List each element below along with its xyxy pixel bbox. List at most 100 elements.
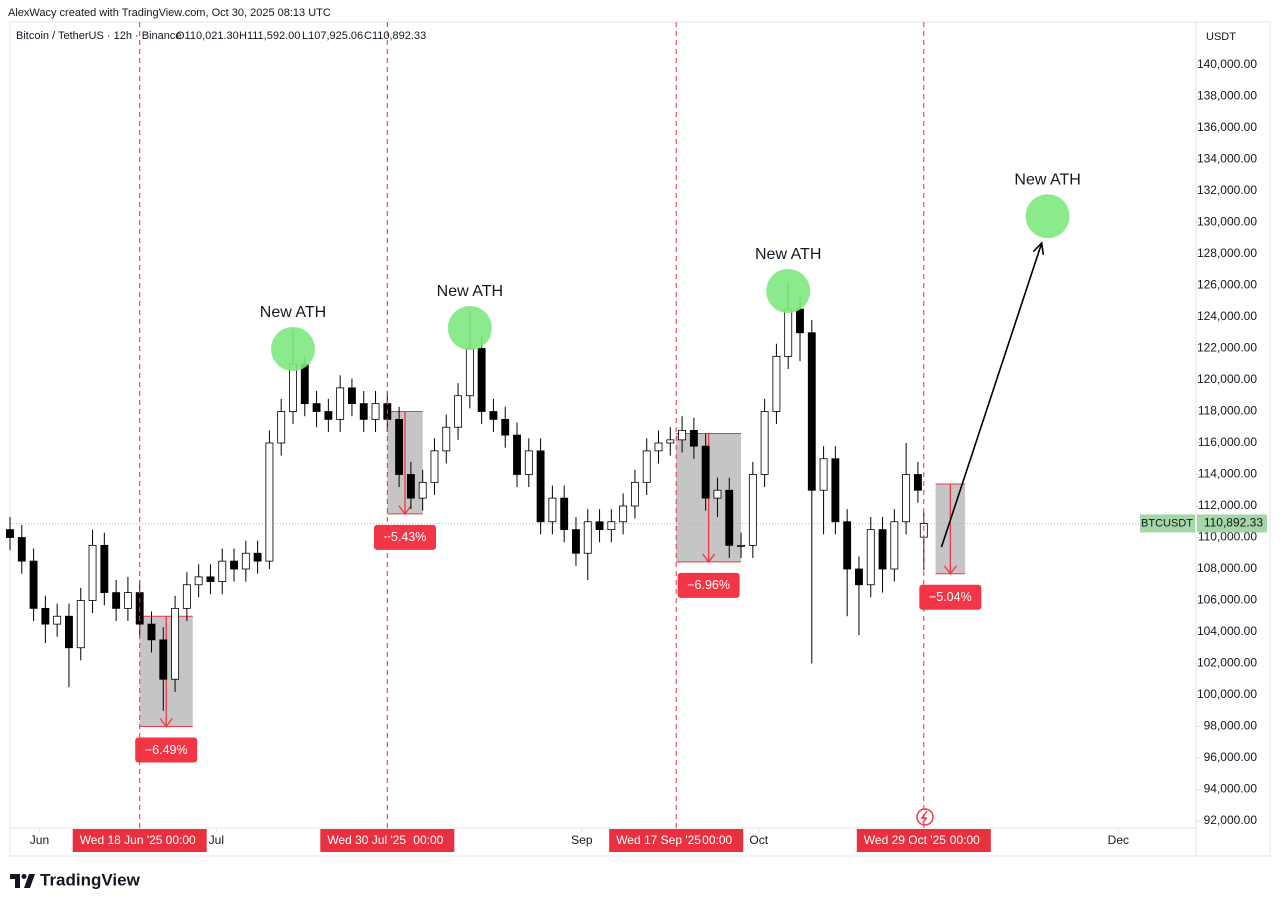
candle-body [843,521,852,570]
candle-body [784,308,793,357]
date-label: Wed 30 Jul '25 [327,833,406,847]
y-tick-label: 110,000.00 [1198,530,1257,544]
drop-label: −5.43% [384,530,427,544]
candle-body [147,623,156,641]
candle-body [159,639,168,680]
candle-body [430,450,439,483]
candle-body [819,458,828,491]
drop-arrowhead [702,553,716,563]
candle-body [6,529,14,538]
candle-body [324,411,333,420]
price-box [1197,514,1267,533]
candle-body [642,450,651,483]
candle-body [171,607,180,680]
candle-body [572,529,580,554]
date-time: 00:00 [166,833,196,847]
candle-body [607,521,616,531]
y-tick-label: 120,000.00 [1197,372,1257,386]
ath-label: New ATH [260,304,326,321]
candle-body [289,363,297,412]
currency: USDT [1206,31,1236,43]
y-tick-label: 98,000.00 [1204,719,1258,733]
candle-body [182,584,191,609]
symbol-box [1140,514,1195,533]
candle-body [277,411,286,444]
candle-body [902,474,911,523]
ohlc: O110,021.30 [176,30,239,42]
candle-body [807,332,816,491]
candle-body [29,560,38,609]
ath-label: New ATH [437,283,503,300]
y-tick-label: 106,000.00 [1197,593,1257,607]
ohlc: H111,592.00 [239,30,300,42]
drop-label-box [374,524,436,550]
candle-body [831,458,840,523]
y-tick-label: 128,000.00 [1197,246,1257,260]
candle-body [371,403,380,420]
ohlc: C110,892.33 [364,30,426,42]
candle-body [654,442,663,452]
x-tick-label: Dec [1108,833,1129,847]
date-label: Wed 29 Oct '25 [864,833,946,847]
drop-arrowhead [398,505,412,515]
logo [10,874,35,888]
symbol-legend: Bitcoin / TetherUS · 12h · Binance [16,30,182,42]
price-label: 110,892.33 [1204,516,1263,530]
y-tick-label: 108,000.00 [1197,561,1257,575]
candle-body [406,474,415,499]
candle-body [418,481,427,499]
candle-body [206,576,215,582]
logo-part [15,874,20,888]
ath-circle [270,327,315,372]
candle-body [336,387,345,420]
candle-body [477,348,486,412]
candle-body [76,600,85,649]
candle-body [772,355,781,412]
y-tick-label: 112,000.00 [1198,498,1257,512]
candle-body [265,442,274,562]
brand: TradingView [40,870,141,889]
candle-body [878,529,887,570]
candle-body [855,568,863,586]
candle-body [465,348,474,397]
candle-body [666,439,675,444]
candle-body [395,418,404,475]
y-tick-label: 140,000.00 [1197,57,1257,71]
candle-body [65,615,73,649]
candle-body [88,544,97,601]
x-tick-label: Sep [571,833,593,847]
candle-body [760,411,769,475]
y-tick-label: 116,000.00 [1198,435,1257,449]
date-label: Wed 17 Sep '25 [616,833,701,847]
date-time: 00:00 [413,833,443,847]
forecast-arrowhead [1032,241,1045,255]
candle-body [513,434,521,475]
y-tick-label: 96,000.00 [1204,750,1258,764]
candle-body [524,450,533,475]
candle-body [218,560,227,582]
y-tick-label: 130,000.00 [1197,215,1257,229]
y-tick-label: 132,000.00 [1197,183,1257,197]
symbol-label: BTCUSDT [1141,517,1193,529]
candle-body [53,615,62,625]
candle-body [737,544,745,547]
candle-body [913,474,922,491]
y-tick-label: 136,000.00 [1197,120,1257,134]
candle-body [583,521,592,554]
candle-body [595,521,604,531]
y-tick-label: 138,000.00 [1197,89,1257,103]
y-tick-label: 118,000.00 [1198,404,1257,418]
date-time: 00:00 [702,833,732,847]
candle-body [454,395,462,428]
candle-body [619,505,628,523]
candle-body [678,429,687,441]
candle-body [501,418,510,436]
candle-body [725,489,734,546]
drop-label-box [919,584,982,610]
candle-body [230,560,238,570]
date-time: 00:00 [950,833,980,847]
logo-part [24,874,35,888]
